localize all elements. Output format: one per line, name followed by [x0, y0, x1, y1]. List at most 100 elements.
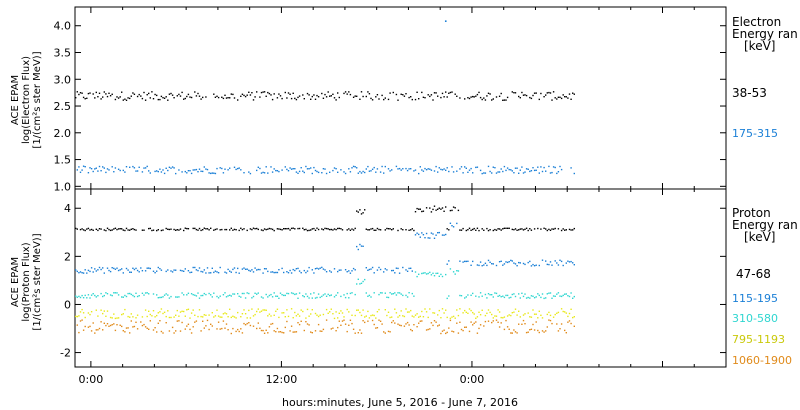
y-tick-label: 2	[64, 250, 71, 263]
data-point	[302, 170, 304, 172]
data-point	[351, 167, 353, 169]
data-point	[130, 95, 132, 97]
data-point	[286, 309, 288, 311]
data-point	[176, 95, 178, 97]
data-point	[322, 168, 325, 170]
data-point	[400, 310, 402, 312]
data-point	[365, 315, 367, 317]
data-point	[122, 313, 124, 315]
data-point	[129, 316, 131, 318]
data-point	[322, 97, 325, 99]
data-point	[229, 308, 231, 310]
data-point	[522, 94, 525, 96]
data-point	[103, 322, 105, 324]
data-point	[456, 270, 458, 272]
data-point	[562, 264, 564, 267]
data-point	[386, 227, 388, 230]
data-point	[540, 92, 542, 95]
data-point	[95, 91, 97, 94]
data-point	[265, 293, 267, 296]
data-point	[395, 312, 398, 314]
data-point	[484, 99, 487, 101]
data-point	[256, 327, 258, 330]
data-point	[171, 326, 174, 329]
data-point	[217, 315, 220, 317]
data-point	[89, 325, 91, 328]
data-point	[364, 278, 366, 281]
data-point	[265, 309, 267, 311]
data-point	[297, 172, 299, 174]
data-point	[75, 97, 77, 99]
data-point	[408, 311, 410, 313]
data-point	[197, 229, 199, 231]
data-point	[418, 172, 420, 175]
data-point	[511, 332, 513, 334]
data-point	[198, 297, 201, 299]
data-point	[418, 322, 420, 324]
data-point	[81, 228, 83, 230]
data-point	[303, 98, 305, 100]
data-point	[252, 99, 255, 101]
data-point	[413, 324, 415, 326]
data-point	[129, 166, 131, 168]
data-point	[225, 296, 228, 298]
data-point	[244, 95, 247, 98]
data-point	[530, 316, 533, 318]
data-point	[257, 268, 259, 271]
data-point	[294, 269, 296, 272]
data-point	[165, 270, 167, 273]
electron-panel-frame	[74, 6, 727, 190]
data-point	[162, 97, 164, 99]
data-point	[205, 314, 207, 316]
data-point	[464, 166, 466, 168]
data-point	[324, 227, 326, 230]
data-point	[397, 316, 399, 318]
data-point	[373, 323, 375, 326]
data-point	[94, 294, 96, 297]
data-point	[402, 266, 404, 269]
data-point	[467, 229, 469, 231]
data-point	[249, 324, 252, 327]
data-point	[210, 172, 212, 175]
data-point	[230, 271, 232, 273]
data-point	[216, 309, 218, 311]
data-point	[98, 92, 101, 94]
data-point	[570, 260, 572, 263]
data-point	[524, 228, 526, 230]
data-point	[362, 320, 364, 322]
data-point	[310, 229, 312, 231]
data-point	[419, 320, 421, 322]
data-point	[240, 169, 242, 171]
data-point	[352, 96, 355, 98]
data-point	[508, 297, 510, 299]
data-point	[175, 296, 177, 298]
data-point	[457, 209, 460, 212]
data-point	[521, 91, 523, 94]
data-point	[548, 292, 550, 294]
data-point	[425, 273, 428, 275]
data-point	[422, 234, 425, 236]
data-point	[78, 93, 80, 96]
data-point	[487, 293, 490, 295]
data-point	[108, 169, 110, 171]
data-point	[82, 229, 85, 231]
data-point	[325, 227, 328, 230]
data-point	[495, 229, 498, 231]
data-point	[310, 331, 312, 333]
data-point	[197, 292, 199, 294]
data-point	[349, 93, 352, 96]
data-point	[573, 172, 575, 175]
data-point	[78, 295, 80, 298]
data-point	[349, 292, 352, 295]
data-point	[514, 92, 517, 94]
data-point	[303, 329, 305, 332]
data-point	[538, 98, 540, 101]
data-point	[384, 268, 386, 270]
data-point	[551, 264, 553, 266]
data-point	[351, 292, 353, 294]
data-point	[573, 316, 575, 318]
data-point	[518, 95, 520, 98]
data-point	[263, 268, 266, 270]
data-point	[532, 309, 534, 311]
data-point	[465, 229, 467, 232]
